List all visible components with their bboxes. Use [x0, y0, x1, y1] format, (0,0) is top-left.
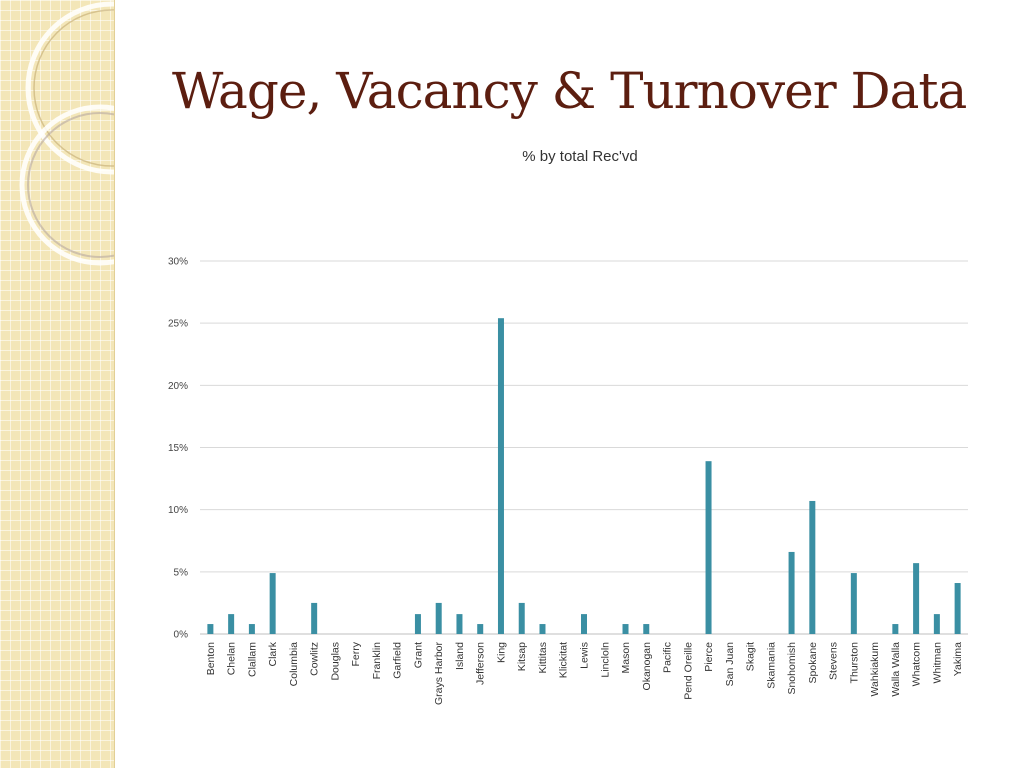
x-tick-label: Island [454, 642, 466, 670]
bar [933, 614, 940, 634]
y-tick-label: 0% [174, 630, 189, 641]
decorative-rings [19, 1, 114, 266]
x-tick-label: Ferry [350, 641, 362, 666]
y-tick-label: 5% [174, 567, 189, 578]
decorative-side-strip [0, 0, 115, 768]
bar [643, 624, 650, 634]
bar [497, 318, 504, 634]
x-tick-label: Kitsap [516, 642, 528, 671]
bar [435, 602, 442, 634]
bar [414, 614, 421, 634]
bar [892, 624, 899, 634]
x-tick-label: Cowlitz [309, 642, 321, 676]
x-tick-label: Douglas [329, 642, 341, 681]
x-tick-label: Franklin [371, 642, 383, 680]
bar [207, 624, 214, 634]
x-tick-label: Skagit [745, 642, 757, 671]
x-tick-label: Garfield [392, 642, 404, 679]
y-tick-label: 10% [168, 505, 188, 516]
x-tick-label: San Juan [724, 642, 736, 687]
x-tick-label: Yakima [952, 642, 964, 676]
bar [581, 614, 587, 634]
x-tick-label: Pierce [703, 642, 715, 672]
slide-title: Wage, Vacancy & Turnover Data [172, 62, 967, 120]
x-tick-label: King [495, 642, 507, 663]
x-tick-label: Skamania [765, 642, 777, 689]
x-tick-label: Lincloln [599, 642, 611, 678]
bar [228, 614, 235, 634]
bar [850, 573, 857, 634]
bar [809, 500, 816, 634]
bar [539, 624, 546, 634]
bar [622, 624, 629, 634]
chart-title: % by total Rec'vd [522, 148, 638, 165]
bar-chart: 0% 5% 10% 15% 20% 25% 30% Benton Chelan Clallam Cl… [168, 257, 968, 705]
bar [518, 602, 525, 634]
x-tick-label: Clallam [246, 642, 258, 677]
x-tick-label: Okanogan [641, 642, 653, 691]
x-tick-label: Thurston [848, 642, 860, 684]
x-tick-label: Snohomish [786, 642, 798, 695]
x-tick-label: Clark [267, 641, 279, 666]
x-tick-label: Jefferson [475, 642, 487, 685]
y-tick-label: 30% [168, 257, 188, 268]
bar [788, 551, 795, 634]
y-tick-label: 15% [168, 443, 188, 454]
bar [954, 583, 961, 634]
x-tick-label: Benton [205, 642, 217, 675]
x-tick-label: Whatcom [911, 642, 923, 687]
x-tick-label: Spokane [807, 642, 819, 684]
x-tick-label: Pend Oreille [682, 642, 694, 700]
y-tick-label: 25% [168, 319, 188, 330]
x-tick-label: Pacific [662, 642, 674, 673]
y-tick-label: 20% [168, 381, 188, 392]
bar [311, 602, 318, 634]
x-tick-label: Kittitas [537, 642, 549, 674]
bar [477, 624, 484, 634]
x-tick-label: Mason [620, 642, 632, 674]
x-tick-label: Grant [412, 642, 424, 668]
x-tick-label: Stevens [828, 642, 840, 680]
bar [248, 624, 255, 634]
bar [456, 614, 463, 634]
x-tick-label: Columbia [288, 642, 300, 687]
x-tick-label: Wahkiakum [869, 642, 881, 697]
bar [269, 573, 276, 634]
x-tick-label: Lewis [579, 642, 591, 669]
bar [913, 563, 920, 634]
x-tick-label: Whitman [931, 642, 943, 684]
bar [705, 461, 712, 634]
x-tick-label: Chelan [226, 642, 238, 675]
x-tick-label: Klickitat [558, 642, 570, 678]
x-tick-label: Grays Harbor [433, 641, 445, 705]
x-tick-label: Walla Walla [890, 642, 902, 697]
